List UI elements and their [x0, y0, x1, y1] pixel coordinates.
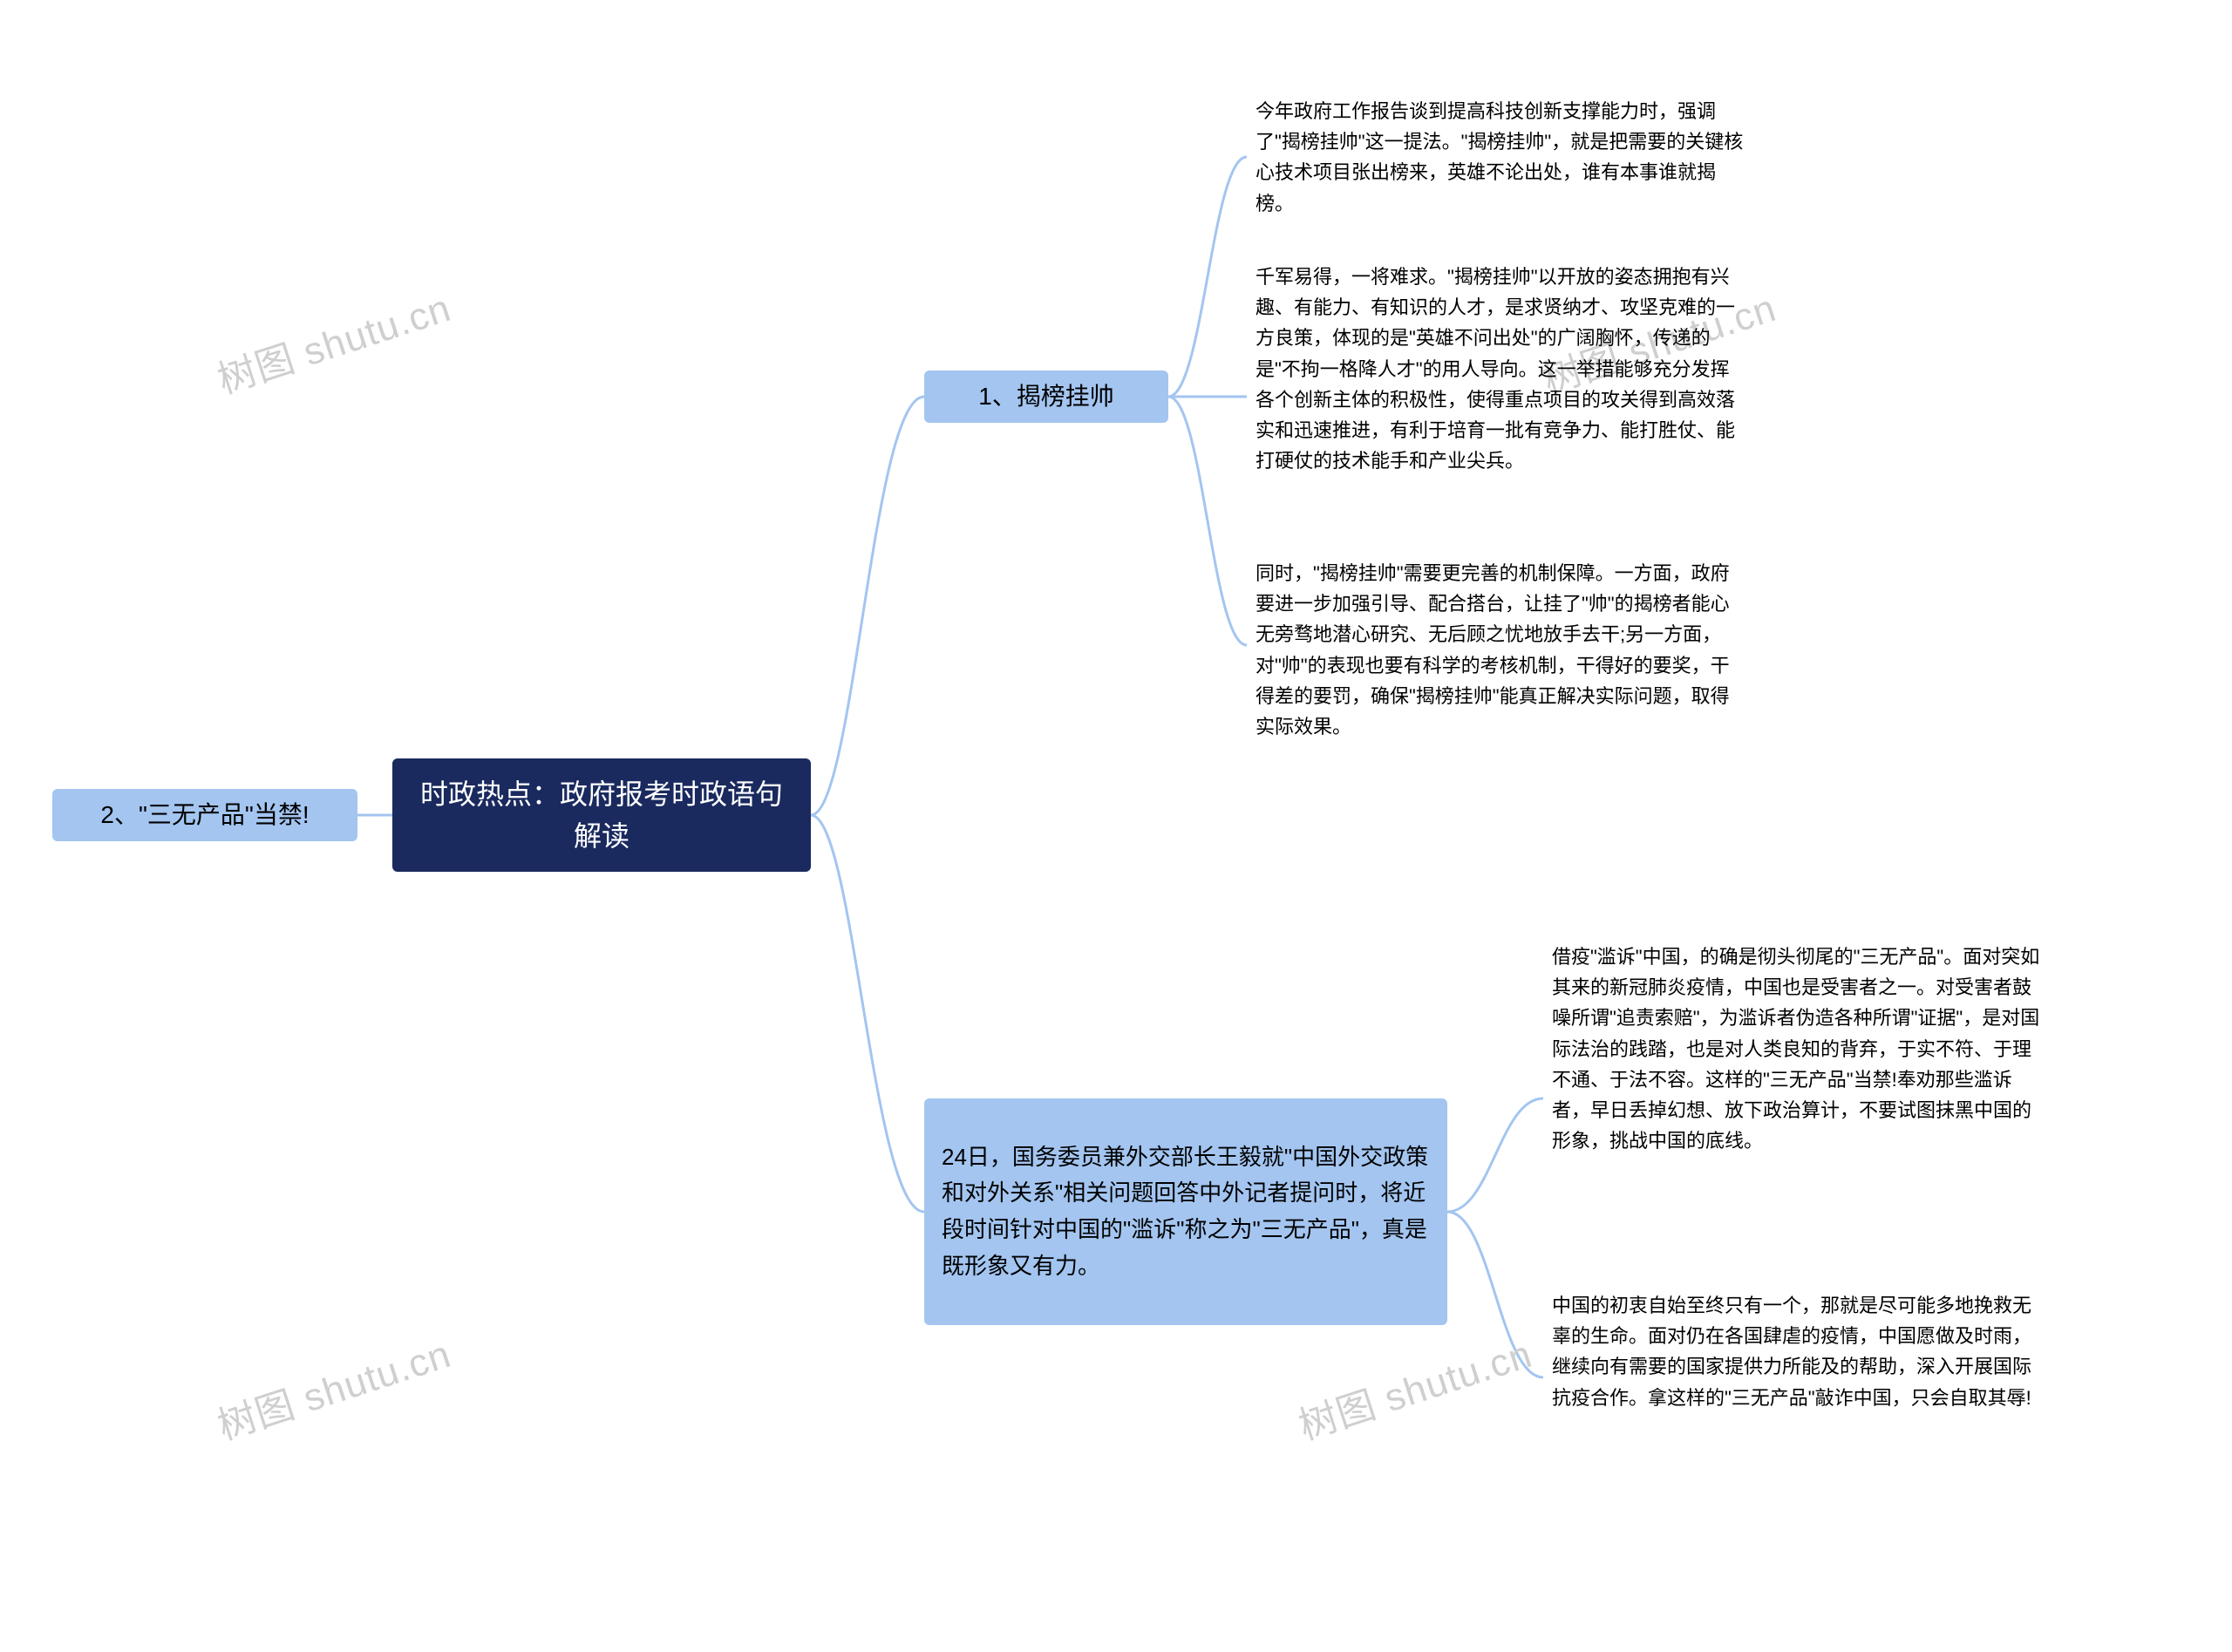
left-branch-node[interactable]: 2、"三无产品"当禁!: [52, 789, 357, 841]
leaf-2-2: 中国的初衷自始至终只有一个，那就是尽可能多地挽救无辜的生命。面对仍在各国肆虐的疫…: [1552, 1290, 2040, 1413]
branch-2-node[interactable]: 24日，国务委员兼外交部长王毅就"中国外交政策和对外关系"相关问题回答中外记者提…: [924, 1098, 1447, 1325]
watermark: 树图 shutu.cn: [209, 276, 457, 405]
leaf-2-1: 借疫"滥诉"中国，的确是彻头彻尾的"三无产品"。面对突如其来的新冠肺炎疫情，中国…: [1552, 942, 2040, 1156]
watermark: 树图 shutu.cn: [1290, 1322, 1538, 1451]
root-title: 时政热点：政府报考时政语句解读: [410, 773, 793, 857]
branch-1-node[interactable]: 1、揭榜挂帅: [924, 371, 1168, 423]
leaf-1-1: 今年政府工作报告谈到提高科技创新支撑能力时，强调了"揭榜挂帅"这一提法。"揭榜挂…: [1256, 96, 1744, 219]
left-branch-label: 2、"三无产品"当禁!: [100, 797, 309, 833]
root-node[interactable]: 时政热点：政府报考时政语句解读: [392, 758, 811, 872]
leaf-1-3: 同时，"揭榜挂帅"需要更完善的机制保障。一方面，政府要进一步加强引导、配合搭台，…: [1256, 558, 1744, 742]
branch-2-label: 24日，国务委员兼外交部长王毅就"中国外交政策和对外关系"相关问题回答中外记者提…: [942, 1139, 1430, 1284]
leaf-1-2: 千军易得，一将难求。"揭榜挂帅"以开放的姿态拥抱有兴趣、有能力、有知识的人才，是…: [1256, 262, 1744, 476]
watermark: 树图 shutu.cn: [209, 1322, 457, 1451]
branch-1-label: 1、揭榜挂帅: [978, 378, 1114, 415]
mindmap-canvas: 树图 shutu.cn 树图 shutu.cn 树图 shutu.cn 树图 s…: [0, 0, 2232, 1652]
